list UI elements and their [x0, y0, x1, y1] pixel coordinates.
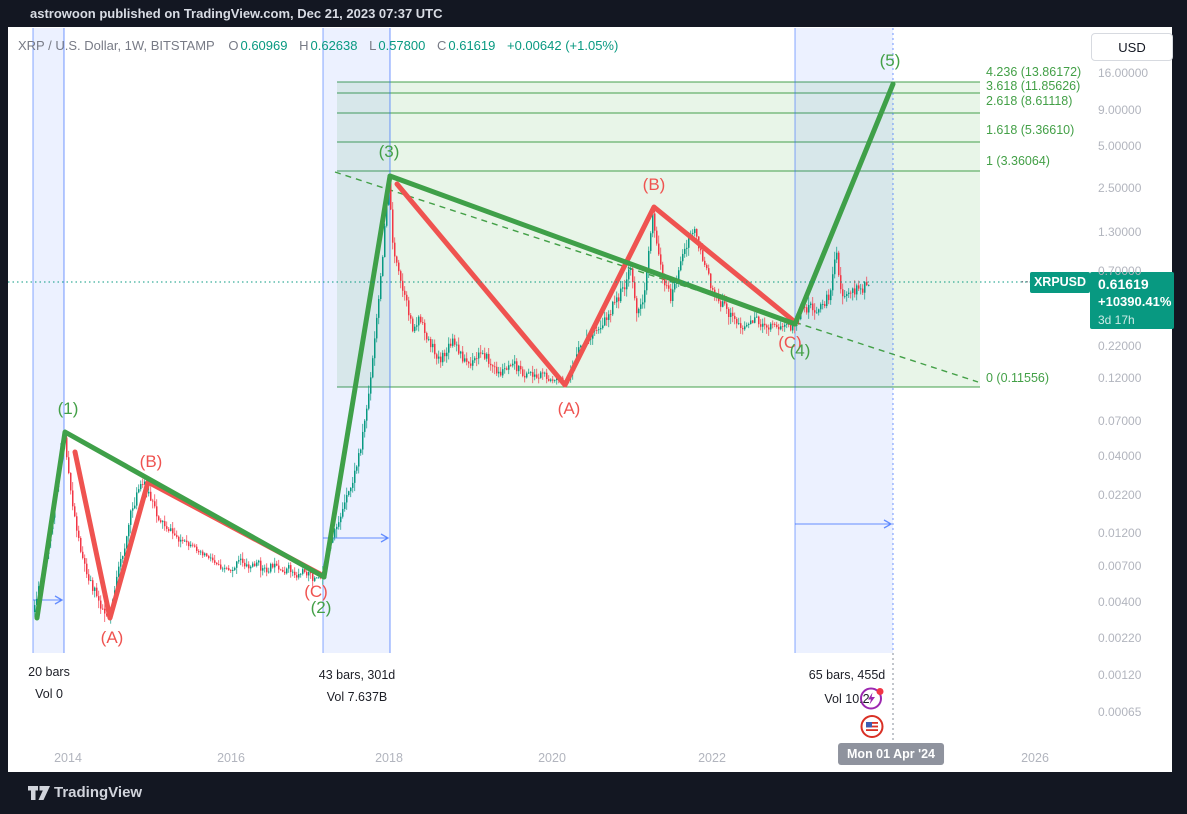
current-price-label: 0.61619 +10390.41% 3d 17h — [1090, 272, 1174, 329]
bar-countdown: 3d 17h — [1098, 313, 1135, 327]
high-value: 0.62638 — [310, 38, 358, 53]
dashed-trendline[interactable] — [334, 171, 979, 383]
close-label: C — [436, 38, 447, 53]
current-price-value: 0.61619 — [1098, 276, 1149, 292]
flash-event-icon[interactable] — [858, 685, 886, 718]
chart-canvas[interactable] — [8, 27, 1172, 772]
elliott-wave-line-green[interactable] — [321, 173, 393, 580]
open-label: O — [228, 38, 239, 53]
date-range-band[interactable] — [322, 28, 391, 653]
date-tooltip: Mon 01 Apr '24 — [838, 743, 944, 765]
high-label: H — [299, 38, 309, 53]
attribution-bar: astrowoon published on TradingView.com, … — [0, 0, 1187, 27]
elliott-wave-line-green[interactable] — [387, 173, 798, 327]
close-value: 0.61619 — [448, 38, 496, 53]
symbol-price-badge[interactable]: XRPUSD — [1030, 272, 1090, 293]
tradingview-logo-icon[interactable] — [28, 786, 50, 801]
open-value: 0.60969 — [240, 38, 288, 53]
low-value: 0.57800 — [378, 38, 426, 53]
price-change-percent: +10390.41% — [1098, 294, 1172, 309]
chart-panel[interactable]: XRP / U.S. Dollar, 1W, BITSTAMP O 0.60969… — [8, 27, 1174, 772]
elliott-wave-line-red[interactable] — [72, 449, 323, 621]
symbol-legend[interactable]: XRP / U.S. Dollar, 1W, BITSTAMP O 0.60969… — [18, 38, 620, 53]
elliott-wave-line-green[interactable] — [792, 81, 896, 327]
attribution-text: astrowoon published on TradingView.com, … — [30, 6, 443, 21]
low-label: L — [369, 38, 377, 53]
currency-toggle-button[interactable]: USD — [1091, 33, 1173, 61]
elliott-wave-line-red[interactable] — [394, 181, 798, 388]
change-value: +0.00642 (+1.05%) — [507, 38, 619, 53]
footer-bar: TradingView — [0, 772, 1187, 814]
brand-name[interactable]: TradingView — [54, 784, 143, 801]
date-range-band[interactable] — [32, 28, 65, 653]
symbol-title[interactable]: XRP / U.S. Dollar, 1W, BITSTAMP — [18, 38, 215, 53]
elliott-wave-line-green[interactable] — [34, 429, 327, 621]
date-range-band[interactable] — [794, 28, 894, 653]
us-flag-event-icon[interactable] — [858, 713, 886, 746]
